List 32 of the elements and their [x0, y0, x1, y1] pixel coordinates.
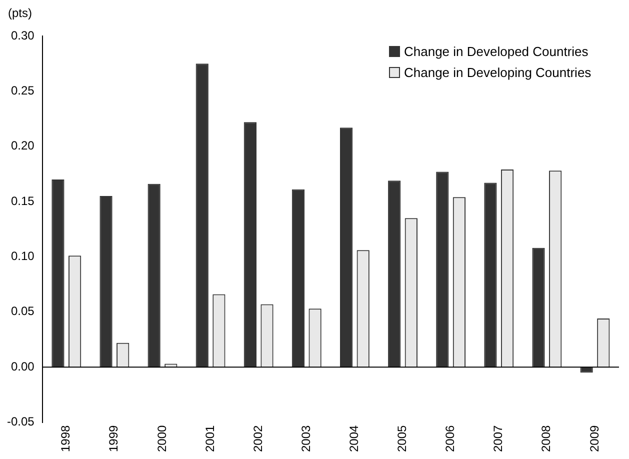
y-tick-label: -0.05 [6, 414, 35, 429]
x-tick-label: 2003 [298, 424, 313, 452]
x-tick-label: 2001 [202, 424, 217, 452]
y-tick-label: 0.15 [10, 194, 35, 208]
x-tick-label: 2000 [154, 424, 169, 452]
x-tick-label: 1998 [58, 424, 73, 452]
y-tick-label: 0.05 [10, 304, 35, 318]
y-tick-label: 0.20 [10, 138, 35, 153]
bar [436, 172, 449, 368]
x-tick-label: 2006 [443, 424, 458, 452]
y-axis-title: (pts) [8, 6, 32, 20]
x-tick-label: 1999 [106, 424, 121, 452]
bar [532, 248, 545, 368]
x-tick-label: 2007 [491, 424, 506, 452]
bar [484, 182, 497, 368]
bar [196, 64, 208, 368]
legend-label: Change in Developed Countries [404, 44, 588, 59]
bar [244, 122, 256, 368]
y-tick-label: 0.30 [10, 28, 35, 42]
x-tick-label: 2002 [250, 424, 265, 452]
x-tick-label: 2009 [587, 424, 602, 452]
bar [292, 189, 305, 368]
x-tick-label: 2004 [347, 424, 362, 452]
bar [388, 180, 401, 368]
bar [100, 196, 112, 368]
legend-label: Change in Developing Countries [404, 65, 592, 80]
y-tick-label: 0.10 [10, 249, 35, 264]
bar [148, 184, 160, 368]
y-tick-label: 0.25 [10, 84, 35, 98]
x-tick-label: 2005 [395, 424, 410, 452]
x-tick-label: 2008 [539, 424, 554, 452]
y-tick-label: 0.00 [10, 359, 35, 374]
